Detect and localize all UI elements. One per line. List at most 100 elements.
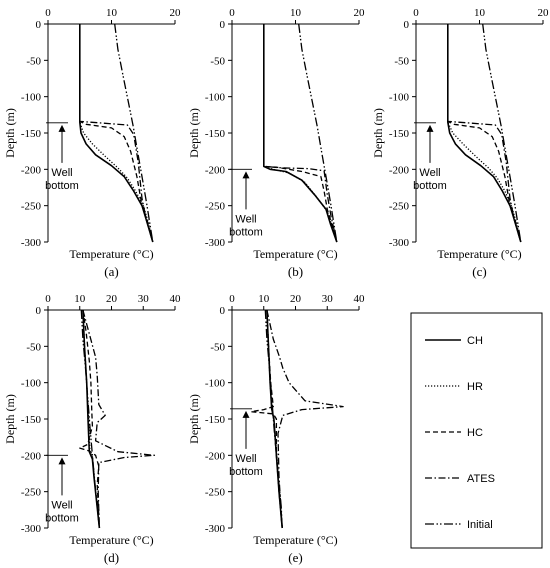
panel-4: 0 10 20 30 40 0 -50 -100 -150 -200 -250 -300 Depth (…: [3, 293, 181, 565]
y-tick-label: -200: [205, 164, 226, 176]
x-tick-label: 10: [290, 7, 302, 19]
y-tick-label: -250: [21, 487, 42, 499]
y-tick-label: -50: [210, 55, 225, 67]
x-axis-label: Temperature (°C): [253, 247, 337, 261]
y-tick-label: -50: [394, 55, 409, 67]
x-tick-label: 20: [106, 293, 118, 305]
x-tick-label: 40: [170, 293, 182, 305]
x-tick-label: 10: [74, 293, 86, 305]
y-tick-label: -200: [21, 164, 42, 176]
series-line-ates: [79, 24, 154, 243]
series-line-ch: [447, 24, 522, 243]
y-tick-label: -150: [21, 414, 42, 426]
series-line-ates: [82, 309, 156, 529]
well-bottom-label-line2: bottom: [45, 180, 79, 192]
series-line-hc: [79, 24, 154, 243]
well-bottom-label-line1: Well: [235, 213, 256, 225]
legend-label-initial: Initial: [467, 519, 493, 531]
series-line-initial: [114, 23, 154, 243]
y-tick-label: -200: [389, 164, 410, 176]
series-line-initial: [482, 23, 522, 243]
arrowhead-icon: [58, 457, 66, 465]
x-tick-label: 30: [138, 293, 150, 305]
y-tick-label: -300: [21, 237, 42, 249]
legend-box: [410, 312, 543, 549]
series-line-hc: [250, 309, 283, 529]
series-line-ch: [263, 24, 338, 243]
y-tick-label: -200: [205, 450, 226, 462]
y-tick-label: -50: [210, 341, 225, 353]
x-tick-label: 30: [322, 293, 334, 305]
arrowhead-icon: [242, 410, 250, 418]
panel-label: (d): [104, 550, 119, 565]
y-tick-label: 0: [36, 305, 42, 317]
y-tick-label: 0: [404, 19, 410, 31]
panel-label: (a): [104, 264, 118, 279]
x-tick-label: 0: [45, 293, 51, 305]
well-bottom-label-line2: bottom: [413, 180, 447, 192]
y-tick-label: -50: [26, 341, 41, 353]
y-axis-label: Depth (m): [371, 108, 385, 158]
y-tick-label: -250: [21, 201, 42, 213]
legend: CH HR HC ATES Initial: [410, 312, 543, 549]
x-tick-label: 0: [229, 7, 235, 19]
y-axis-label: Depth (m): [3, 394, 17, 444]
well-bottom-label-line2: bottom: [45, 512, 79, 524]
y-tick-label: -50: [26, 55, 41, 67]
x-axis-label: Temperature (°C): [69, 533, 153, 547]
x-tick-label: 10: [474, 7, 486, 19]
series-line-initial: [80, 309, 101, 529]
well-bottom-label-line2: bottom: [229, 466, 263, 478]
y-tick-label: 0: [220, 19, 226, 31]
x-tick-label: 20: [170, 7, 182, 19]
y-tick-label: -150: [389, 128, 410, 140]
legend-label-ch: CH: [467, 335, 483, 347]
well-bottom-label-line1: Well: [419, 167, 440, 179]
x-axis-label: Temperature (°C): [253, 533, 337, 547]
y-tick-label: -100: [205, 92, 226, 104]
y-tick-label: -150: [21, 128, 42, 140]
y-tick-label: -150: [205, 414, 226, 426]
series-line-hr: [447, 24, 522, 243]
series-line-hc: [447, 24, 522, 243]
y-tick-label: 0: [36, 19, 42, 31]
x-tick-label: 20: [290, 293, 302, 305]
y-tick-label: -300: [205, 523, 226, 535]
y-tick-label: -300: [389, 237, 410, 249]
series-line-hr: [79, 24, 154, 243]
x-axis-label: Temperature (°C): [69, 247, 153, 261]
legend-label-ates: ATES: [467, 473, 495, 485]
x-tick-label: 0: [45, 7, 51, 19]
y-tick-label: -250: [205, 201, 226, 213]
y-tick-label: -100: [205, 378, 226, 390]
y-tick-label: -250: [389, 201, 410, 213]
arrowhead-icon: [242, 171, 250, 179]
y-axis-label: Depth (m): [3, 108, 17, 158]
y-tick-label: -200: [21, 450, 42, 462]
panel-label: (b): [288, 264, 303, 279]
x-tick-label: 20: [538, 7, 550, 19]
panel-label: (e): [288, 550, 302, 565]
x-tick-label: 40: [354, 293, 366, 305]
x-tick-label: 0: [413, 7, 419, 19]
y-tick-label: 0: [220, 305, 226, 317]
y-tick-label: -100: [389, 92, 410, 104]
series-line-hc: [79, 309, 101, 529]
panel-label: (c): [472, 264, 486, 279]
y-tick-label: -300: [205, 237, 226, 249]
panel-5: 0 10 20 30 40 0 -50 -100 -150 -200 -250 -300 Depth (…: [187, 293, 365, 565]
x-tick-label: 10: [258, 293, 270, 305]
y-axis-label: Depth (m): [187, 108, 201, 158]
arrowhead-icon: [58, 124, 66, 132]
series-line-ates: [266, 309, 344, 529]
panel-2: 0 10 20 0 -50 -100 -150 -200 -250 -300 Depth (m) Te…: [187, 7, 365, 279]
y-tick-label: -100: [21, 378, 42, 390]
legend-label-hr: HR: [467, 381, 483, 393]
y-axis-label: Depth (m): [187, 394, 201, 444]
series-line-ates: [263, 24, 338, 243]
well-bottom-label-line1: Well: [51, 499, 72, 511]
series-line-hc: [263, 24, 338, 243]
well-bottom-label-line1: Well: [235, 453, 256, 465]
series-line-initial: [298, 23, 338, 243]
